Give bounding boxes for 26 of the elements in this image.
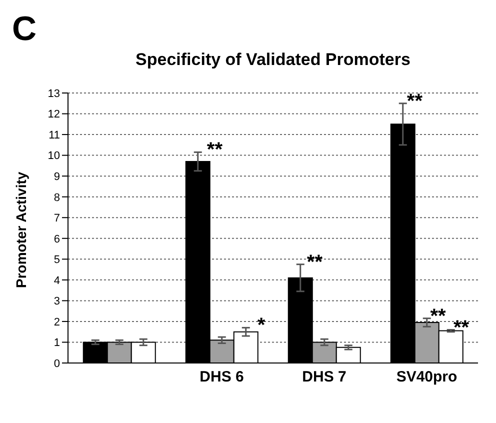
y-tick-label: 13 (48, 88, 60, 100)
y-tick-label: 7 (54, 212, 60, 225)
y-axis-title: Promoter Activity (12, 172, 29, 288)
annotation: ** (406, 90, 423, 112)
x-tick-label: SV40pro (396, 368, 458, 386)
y-tick-label: 6 (54, 233, 60, 246)
x-tick-label: DHS 7 (302, 368, 346, 386)
y-tick-label: 1 (54, 337, 60, 350)
y-tick-label: 8 (54, 192, 60, 204)
y-tick-label: 2 (54, 316, 60, 328)
annotation: ** (454, 316, 470, 339)
y-tick-label: 3 (54, 296, 60, 308)
y-tick-label: 4 (54, 274, 60, 287)
x-tick-label: DHS 6 (200, 368, 244, 386)
text: C (12, 10, 37, 49)
y-tick-label: 11 (48, 129, 60, 142)
annotation: ** (206, 139, 223, 162)
y-tick-label: 5 (54, 254, 60, 266)
chart-title: Specificity of Validated Promoters (134, 50, 412, 70)
annotation: * (257, 314, 266, 337)
y-tick-label: 10 (48, 150, 60, 162)
y-tick-label: 12 (48, 108, 60, 121)
annotation: ** (430, 305, 446, 328)
annotation: ** (306, 251, 323, 274)
y-tick-label: 0 (54, 358, 60, 370)
y-tick-label: 9 (54, 170, 60, 183)
